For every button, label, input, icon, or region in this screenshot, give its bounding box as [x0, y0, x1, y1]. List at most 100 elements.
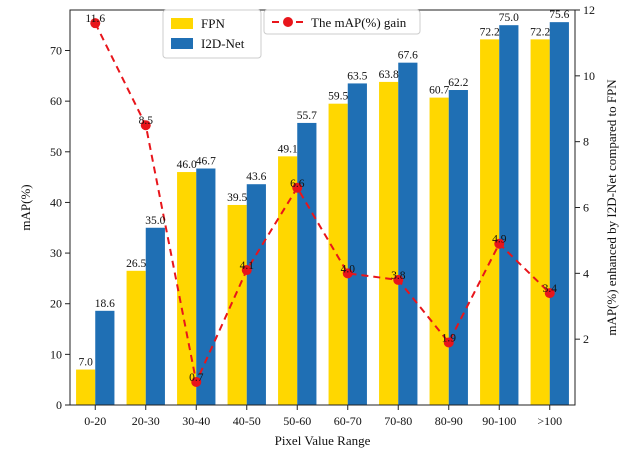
bar-label-i2d-net-5: 63.5	[347, 70, 367, 82]
gain-label-7: 1.9	[442, 332, 457, 344]
data-labels-group: 7.0 26.5 46.0 39.5 49.1 59.5 63.8 60.7 72.2 72.2 1…	[78, 9, 569, 384]
x-tick-label-7: 80-90	[435, 414, 463, 428]
gain-line	[94, 22, 551, 386]
bar-label-i2d-net-0: 18.6	[95, 298, 115, 310]
x-tick-label-0: 0-20	[84, 414, 106, 428]
legend-swatch-0	[171, 18, 193, 29]
bar-label-i2d-net-2: 46.7	[196, 156, 216, 168]
y-tick-label-7: 70	[50, 44, 62, 58]
bar-label-i2d-net-7: 62.2	[448, 77, 468, 89]
y-axis-title: mAP(%)	[18, 184, 33, 230]
bar-i2d-net-5	[347, 83, 367, 406]
gain-label-5: 4.0	[341, 263, 356, 275]
bar-label-fpn-0: 7.0	[78, 357, 93, 369]
gain-label-3: 4.1	[240, 260, 255, 272]
bar-fpn-6	[379, 81, 399, 405]
bar-fpn-5	[328, 103, 348, 405]
bar-i2d-net-0	[95, 310, 115, 405]
x-tick-label-1: 20-30	[132, 414, 160, 428]
bar-label-i2d-net-3: 43.6	[246, 171, 266, 183]
legend-swatch-1	[171, 38, 193, 49]
gain-point-3	[241, 265, 252, 276]
bar-label-fpn-2: 46.0	[177, 159, 197, 171]
bars-group	[76, 22, 569, 406]
x-tick-label-4: 50-60	[283, 414, 311, 428]
bar-fpn-3	[227, 204, 247, 405]
bar-label-i2d-net-4: 55.7	[297, 110, 317, 122]
bar-label-fpn-6: 63.8	[379, 69, 399, 81]
gain-label-0: 11.6	[85, 13, 105, 25]
x-tick-label-5: 60-70	[334, 414, 362, 428]
x-tick-label-3: 40-50	[233, 414, 261, 428]
bar-i2d-net-9	[549, 22, 569, 406]
y2-tick-label-4: 10	[583, 69, 595, 83]
gain-line-group	[90, 18, 555, 387]
legend: FPN I2D-Net The mAP(%) gain	[162, 9, 421, 59]
bar-label-fpn-9: 72.2	[530, 26, 550, 38]
gain-point-2	[191, 376, 202, 387]
bar-label-fpn-1: 26.5	[126, 258, 146, 270]
bar-label-fpn-8: 72.2	[480, 26, 500, 38]
bar-i2d-net-3	[246, 184, 266, 405]
legend-label-1: I2D-Net	[201, 36, 245, 51]
axes-group: 0 10 20 30 40 50 60 70 2 4 6 8 10 12 0-20 20-30 30-40 40-…	[50, 3, 595, 428]
bar-label-i2d-net-8: 75.0	[499, 12, 519, 24]
bar-fpn-7	[429, 97, 449, 406]
bar-label-i2d-net-9: 75.6	[549, 9, 569, 21]
legend-box-line	[263, 9, 421, 35]
y-tick-label-4: 40	[50, 195, 62, 209]
legend-line-marker	[283, 17, 293, 27]
y2-tick-label-3: 8	[583, 135, 589, 149]
bar-label-i2d-net-6: 67.6	[398, 50, 418, 62]
gain-label-1: 8.5	[139, 115, 154, 127]
y-tick-label-3: 30	[50, 246, 62, 260]
y-tick-label-2: 20	[50, 297, 62, 311]
gain-point-0	[90, 18, 101, 29]
gain-point-6	[393, 274, 404, 285]
y-tick-label-0: 0	[56, 398, 62, 412]
gain-label-6: 3.8	[391, 270, 406, 282]
y-tick-label-6: 60	[50, 94, 62, 108]
y-tick-label-1: 10	[50, 347, 62, 361]
bar-i2d-net-8	[499, 25, 519, 405]
gain-point-1	[140, 120, 151, 131]
gain-label-4: 6.6	[290, 178, 305, 190]
bar-fpn-2	[177, 172, 197, 405]
y2-axis-title: mAP(%) enhanced by I2D-Net compared to F…	[604, 79, 619, 336]
bar-i2d-net-6	[398, 62, 418, 406]
bar-fpn-0	[76, 369, 96, 405]
bar-i2d-net-1	[145, 227, 165, 405]
bar-label-fpn-5: 59.5	[328, 91, 348, 103]
x-axis-title: Pixel Value Range	[275, 433, 371, 448]
legend-label-line: The mAP(%) gain	[311, 15, 407, 30]
bar-fpn-4	[278, 156, 298, 405]
x-tick-label-8: 90-100	[482, 414, 516, 428]
bar-fpn-9	[530, 39, 550, 406]
bar-i2d-net-2	[196, 168, 216, 405]
bar-label-i2d-net-1: 35.0	[145, 215, 165, 227]
gain-point-5	[342, 268, 353, 279]
gain-point-7	[443, 337, 454, 348]
y2-tick-label-2: 6	[583, 201, 589, 215]
gain-point-9	[544, 288, 555, 299]
x-tick-label-6: 70-80	[384, 414, 412, 428]
gain-point-4	[292, 182, 303, 193]
bar-i2d-net-4	[297, 122, 317, 406]
bar-fpn-1	[126, 270, 146, 405]
x-tick-label-9: >100	[537, 414, 562, 428]
bar-label-fpn-7: 60.7	[429, 85, 449, 97]
y2-tick-label-1: 4	[583, 266, 589, 280]
gain-label-8: 4.9	[492, 234, 507, 246]
gain-point-8	[494, 238, 505, 249]
gain-label-2: 0.7	[189, 372, 204, 384]
bar-fpn-8	[480, 39, 500, 406]
legend-label-0: FPN	[201, 16, 225, 31]
y-tick-label-5: 50	[50, 145, 62, 159]
gain-label-9: 3.4	[543, 283, 558, 295]
y2-tick-label-5: 12	[583, 3, 595, 17]
x-tick-label-2: 30-40	[182, 414, 210, 428]
bar-label-fpn-3: 39.5	[227, 192, 247, 204]
y2-tick-label-0: 2	[583, 332, 589, 346]
bar-label-fpn-4: 49.1	[278, 143, 298, 155]
